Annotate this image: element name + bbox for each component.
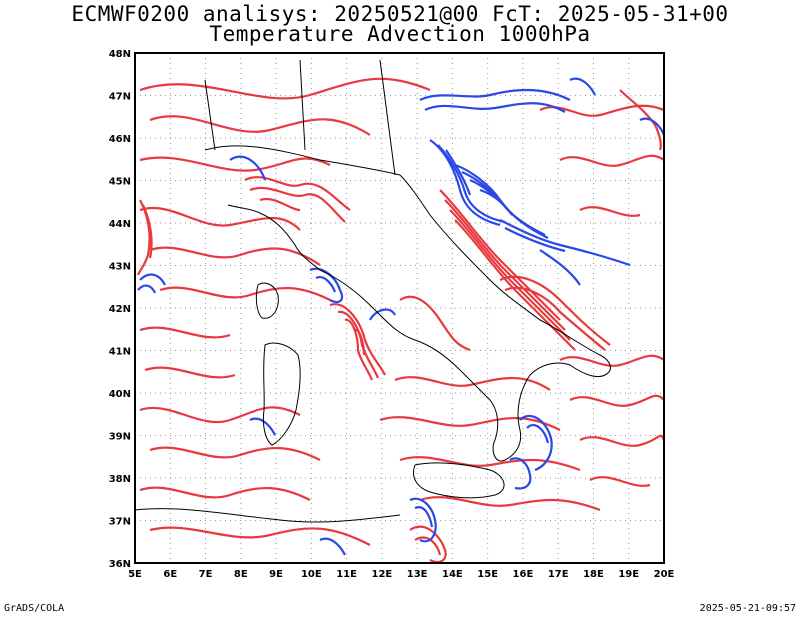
axis-tick-labels: 5E 6E 7E 8E 9E 10E 11E 12E 13E 14E 15E 16E 17E 18E 19E… [109, 49, 675, 580]
x-tick-label: 15E [477, 569, 498, 580]
map-frame [134, 52, 665, 564]
cold-advection-contours [137, 77, 664, 556]
x-tick-label: 7E [199, 569, 213, 580]
x-tick-label: 20E [654, 569, 675, 580]
y-tick-label: 47N [109, 92, 131, 103]
y-tick-label: 40N [109, 389, 131, 400]
y-tick-label: 48N [109, 49, 131, 60]
lat-lon-grid [135, 53, 664, 563]
footer-credit: GrADS/COLA [4, 603, 65, 614]
y-tick-label: 38N [109, 474, 131, 485]
y-tick-label: 41N [109, 347, 131, 358]
x-tick-label: 11E [336, 569, 357, 580]
x-tick-label: 13E [407, 569, 428, 580]
x-tick-label: 10E [301, 569, 322, 580]
y-tick-label: 44N [109, 219, 131, 230]
y-tick-label: 39N [109, 432, 131, 443]
y-tick-label: 42N [109, 304, 131, 315]
footer-timestamp: 2025-05-21-09:57 [699, 603, 796, 614]
x-tick-label: 5E [128, 569, 142, 580]
x-tick-label: 18E [583, 569, 604, 580]
y-tick-label: 36N [109, 559, 131, 570]
coastlines [135, 59, 611, 523]
map-title: ECMWF0200 analisys: 20250521@00 FcT: 202… [71, 2, 729, 26]
x-tick-label: 8E [234, 569, 248, 580]
map-subtitle: Temperature Advection 1000hPa [209, 22, 591, 46]
y-tick-label: 43N [109, 262, 131, 273]
x-tick-label: 17E [548, 569, 569, 580]
x-tick-label: 6E [163, 569, 177, 580]
y-tick-label: 45N [109, 177, 131, 188]
x-tick-label: 16E [513, 569, 534, 580]
y-tick-label: 37N [109, 517, 131, 528]
x-tick-label: 12E [371, 569, 392, 580]
y-tick-label: 46N [109, 134, 131, 145]
x-tick-label: 19E [618, 569, 639, 580]
x-tick-label: 9E [269, 569, 283, 580]
warm-advection-contours [136, 77, 664, 563]
x-tick-label: 14E [442, 569, 463, 580]
